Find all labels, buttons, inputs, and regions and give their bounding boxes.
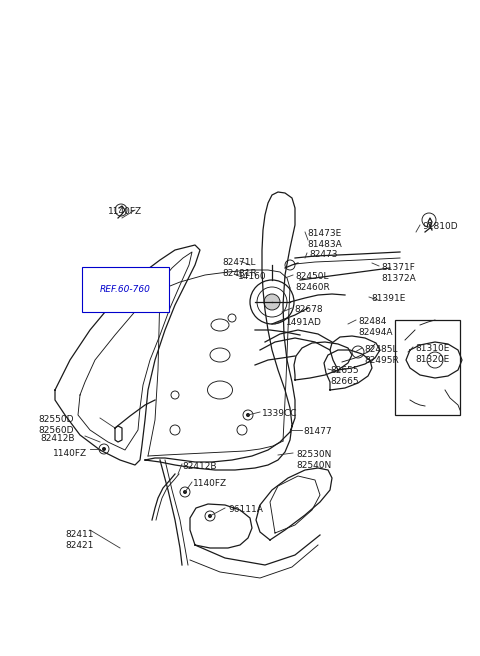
Text: 82473: 82473: [309, 250, 337, 259]
Text: 81371F
81372A: 81371F 81372A: [381, 263, 416, 283]
Text: 81473E
81483A: 81473E 81483A: [307, 229, 342, 249]
Text: REF.60-760: REF.60-760: [100, 285, 151, 294]
Text: 81310E
81320E: 81310E 81320E: [415, 344, 449, 364]
Text: 1140FZ: 1140FZ: [53, 449, 87, 458]
Text: 82485L
82495R: 82485L 82495R: [364, 345, 399, 365]
Text: 81477: 81477: [303, 427, 332, 436]
Text: 82530N
82540N: 82530N 82540N: [296, 450, 331, 470]
Circle shape: [246, 413, 250, 417]
Circle shape: [264, 294, 280, 310]
Text: 91810D: 91810D: [422, 222, 457, 231]
Circle shape: [208, 514, 212, 518]
Text: 82412B: 82412B: [40, 434, 74, 443]
Text: 82484
82494A: 82484 82494A: [358, 317, 393, 337]
Text: 82655
82665: 82655 82665: [330, 366, 359, 386]
Text: 1140FZ: 1140FZ: [193, 479, 227, 488]
Text: 1491AD: 1491AD: [286, 318, 322, 327]
Text: 96111A: 96111A: [228, 505, 263, 514]
Text: 82412B: 82412B: [182, 462, 216, 471]
Text: 82450L
82460R: 82450L 82460R: [295, 272, 330, 292]
Text: 82411
82421: 82411 82421: [65, 530, 94, 550]
Circle shape: [183, 490, 187, 494]
Text: 82678: 82678: [294, 305, 323, 314]
Text: 82471L
82481R: 82471L 82481R: [222, 258, 257, 278]
Text: 14160: 14160: [238, 272, 266, 281]
Text: 81391E: 81391E: [371, 294, 406, 303]
Text: 82550D
82560D: 82550D 82560D: [38, 415, 73, 435]
Text: 1339CC: 1339CC: [262, 409, 298, 418]
Circle shape: [102, 447, 106, 451]
Text: 1140FZ: 1140FZ: [108, 207, 142, 216]
